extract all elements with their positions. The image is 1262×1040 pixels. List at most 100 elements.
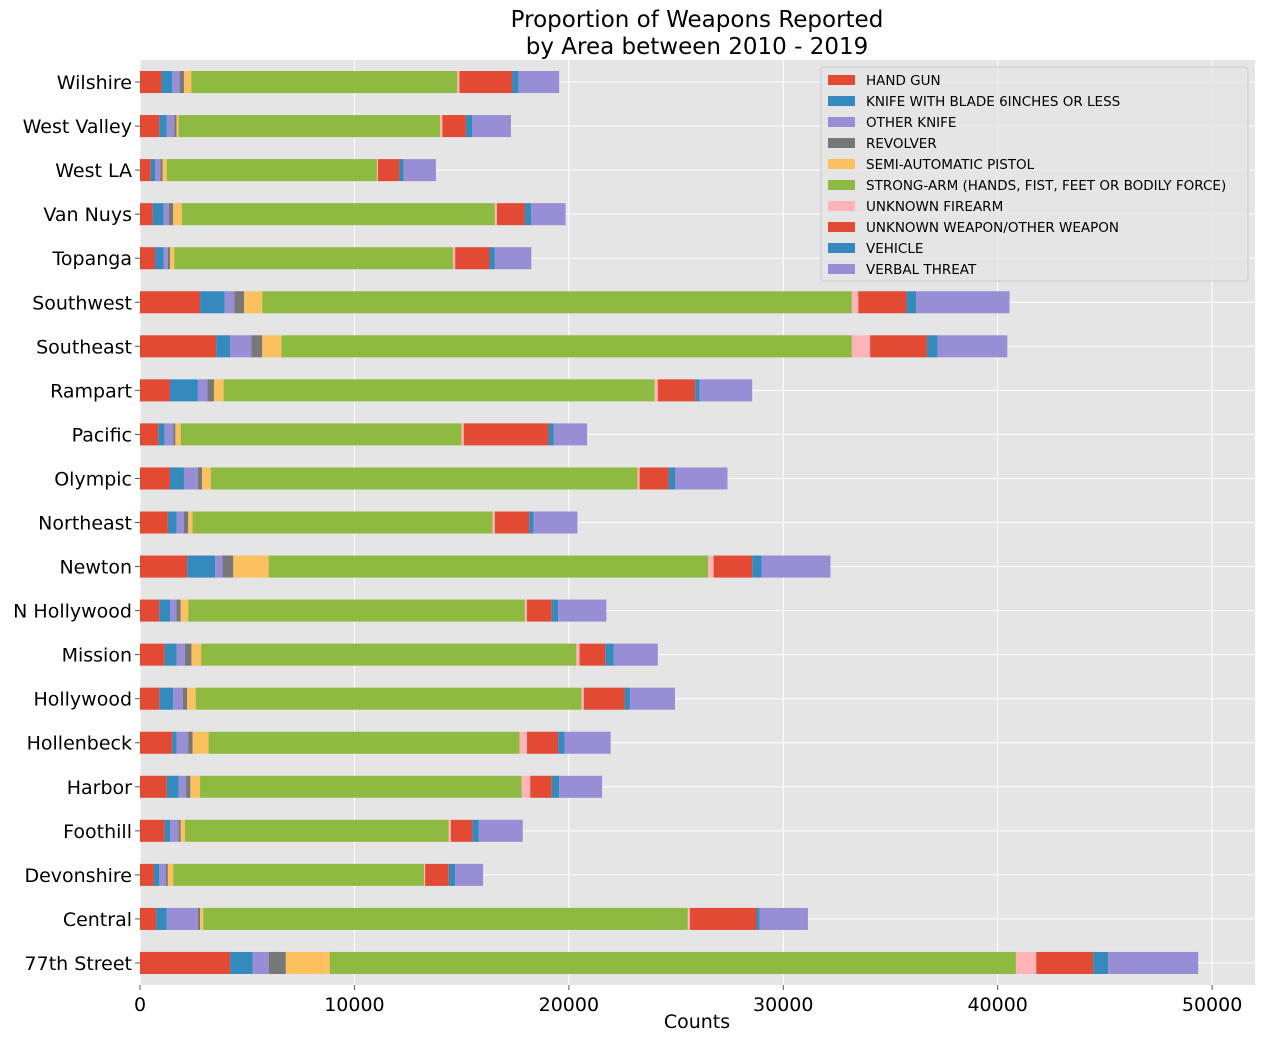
x-tick-label: 30000	[753, 994, 813, 1016]
bar-segment-12-8	[548, 423, 554, 446]
bar-segment-17-8	[524, 203, 532, 226]
bar-segment-15-6	[851, 291, 859, 314]
bar-segment-11-9	[674, 467, 728, 490]
chart-title-line-2: by Area between 2010 - 2019	[526, 34, 869, 60]
bar-segment-0-5	[329, 951, 1016, 974]
bar-segment-18-6	[376, 159, 379, 182]
bar-segment-8-9	[558, 599, 607, 622]
x-tick-label: 50000	[1182, 994, 1242, 1016]
bar-segment-20-8	[512, 71, 519, 94]
bar-segment-0-4	[285, 951, 330, 974]
bar-segment-13-9	[699, 379, 753, 402]
value-axis: 0 10000 20000 30000 40000 50000	[134, 985, 1242, 1016]
bar-segment-9-6	[708, 555, 714, 578]
bar-segment-10-3	[183, 511, 189, 534]
legend-swatch-0	[828, 75, 855, 85]
bar-segment-10-8	[529, 511, 534, 534]
bar-segment-10-9	[533, 511, 578, 534]
bar-segment-19-3	[174, 115, 177, 138]
bar-segment-20-3	[179, 71, 184, 94]
bar-segment-13-1	[170, 379, 198, 402]
bar-segment-16-4	[170, 247, 175, 270]
legend-label-9: VERBAL THREAT	[866, 262, 977, 278]
bar-segment-5-2	[176, 731, 189, 754]
bar-segment-16-8	[489, 247, 495, 270]
bar-segment-20-1	[161, 71, 173, 94]
bar-segment-6-7	[583, 687, 625, 710]
bar-segment-19-0	[140, 115, 160, 138]
category-label: Topanga	[52, 248, 132, 270]
bar-segment-4-1	[166, 775, 179, 798]
legend-label-2: OTHER KNIFE	[866, 115, 956, 131]
bar-segment-15-4	[243, 291, 263, 314]
bar-segment-12-9	[553, 423, 588, 446]
category-label: Pacific	[72, 424, 132, 446]
bar-segment-14-8	[926, 335, 938, 358]
bar-segment-6-2	[173, 687, 183, 710]
bar-segment-18-4	[162, 159, 167, 182]
bar-segment-2-0	[140, 863, 154, 886]
category-label: Hollenbeck	[27, 733, 132, 755]
bar-segment-12-4	[175, 423, 181, 446]
bar-segment-5-5	[208, 731, 520, 754]
bar-segment-20-2	[172, 71, 180, 94]
bar-segment-18-3	[160, 159, 163, 182]
bar-segment-8-5	[188, 599, 525, 622]
legend-swatch-3	[828, 138, 855, 148]
bar-segment-3-8	[472, 819, 479, 842]
bar-segment-6-3	[182, 687, 188, 710]
bar-segment-3-0	[140, 819, 165, 842]
bar-segment-7-2	[176, 643, 186, 666]
bar-segment-7-3	[185, 643, 192, 666]
bar-segment-13-3	[207, 379, 214, 402]
bar-segment-11-3	[197, 467, 203, 490]
bar-segment-11-7	[639, 467, 669, 490]
bar-segment-3-1	[164, 819, 171, 842]
bar-segment-20-9	[518, 71, 560, 94]
legend-label-4: SEMI-AUTOMATIC PISTOL	[866, 157, 1035, 173]
bar-stacks	[140, 71, 1199, 974]
bar-segment-17-7	[497, 203, 525, 226]
bar-segment-2-6	[424, 863, 426, 886]
bar-segment-9-3	[222, 555, 234, 578]
bar-segment-4-8	[551, 775, 560, 798]
bar-segment-5-1	[172, 731, 177, 754]
bar-segment-18-9	[403, 159, 436, 182]
legend-label-5: STRONG-ARM (HANDS, FIST, FEET OR BODILY …	[866, 178, 1226, 194]
bar-segment-3-7	[450, 819, 473, 842]
bar-segment-6-5	[195, 687, 582, 710]
bar-segment-4-3	[186, 775, 191, 798]
bar-segment-16-9	[494, 247, 532, 270]
category-label: Wilshire	[57, 72, 132, 94]
legend-swatch-1	[828, 96, 855, 106]
chart-title-line-1: Proportion of Weapons Reported	[511, 7, 884, 33]
bar-segment-16-3	[167, 247, 171, 270]
bar-segment-2-2	[159, 863, 166, 886]
bar-segment-19-9	[472, 115, 511, 138]
bar-segment-18-2	[155, 159, 161, 182]
bar-segment-3-3	[178, 819, 181, 842]
bar-segment-5-9	[564, 731, 611, 754]
category-label: Van Nuys	[43, 204, 132, 226]
bar-segment-2-8	[448, 863, 456, 886]
bar-segment-12-3	[173, 423, 176, 446]
bar-segment-11-8	[668, 467, 675, 490]
bar-segment-5-6	[519, 731, 528, 754]
bar-segment-2-7	[425, 863, 449, 886]
bar-segment-1-7	[689, 907, 757, 930]
bar-segment-10-4	[188, 511, 193, 534]
bar-segment-12-7	[463, 423, 549, 446]
bar-segment-14-6	[851, 335, 871, 358]
bar-segment-1-6	[687, 907, 690, 930]
x-tick-label: 40000	[967, 994, 1027, 1016]
bar-segment-17-1	[152, 203, 164, 226]
bar-segment-1-1	[156, 907, 167, 930]
bar-segment-19-4	[176, 115, 179, 138]
category-label: 77th Street	[25, 953, 132, 975]
bar-segment-13-0	[140, 379, 171, 402]
x-tick-label: 10000	[324, 994, 384, 1016]
bar-segment-10-7	[494, 511, 530, 534]
legend-label-1: KNIFE WITH BLADE 6INCHES OR LESS	[866, 94, 1120, 110]
bar-segment-15-3	[234, 291, 244, 314]
bar-segment-16-1	[155, 247, 164, 270]
